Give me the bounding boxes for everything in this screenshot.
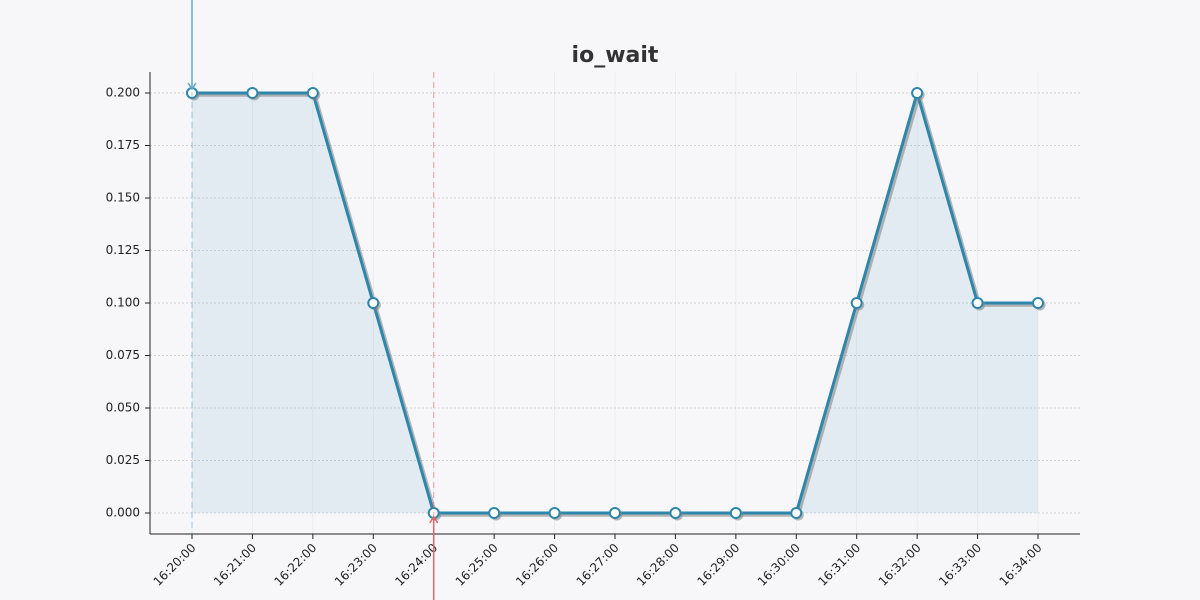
marker [548,507,561,519]
x-tick-label: 16:25:00 [453,541,501,589]
y-tick-label: 0.025 [106,453,140,467]
x-tick-label: 16:26:00 [513,541,561,589]
chart-title: io_wait [572,43,659,68]
y-tick-label: 0.000 [106,506,140,520]
marker [609,507,621,519]
y-tick-label: 0.175 [106,138,140,152]
x-tick-label: 16:22:00 [271,541,319,589]
y-tick-label: 0.075 [106,348,140,362]
x-tick-label: 16:33:00 [936,541,984,589]
x-tick-label: 16:28:00 [634,541,682,589]
marker [1032,297,1044,309]
y-tick-label: 0.050 [106,401,140,415]
marker [850,297,863,309]
marker [729,507,742,519]
x-tick-label: 16:21:00 [211,541,259,589]
marker [669,507,682,519]
marker [367,297,380,309]
y-tick-label: 0.100 [106,296,140,310]
y-tick-label: 0.125 [106,243,140,257]
arrow-head [187,82,197,91]
y-tick-label: 0.200 [106,86,140,100]
marker [488,507,501,519]
x-tick-label: 16:34:00 [997,541,1045,589]
marker [306,87,319,99]
x-tick-label: 16:27:00 [574,541,622,589]
x-tick-label: 16:20:00 [151,541,199,589]
arrow-head [429,515,439,524]
marker [971,297,984,309]
marker [911,87,924,99]
x-tick-label: 16:31:00 [815,541,863,589]
x-tick-label: 16:32:00 [876,541,924,589]
x-tick-label: 16:30:00 [755,541,803,589]
x-tick-label: 16:23:00 [332,541,380,589]
y-tick-label: 0.150 [106,191,140,205]
x-tick-label: 16:29:00 [694,541,742,589]
marker [790,507,803,519]
marker [246,87,259,99]
